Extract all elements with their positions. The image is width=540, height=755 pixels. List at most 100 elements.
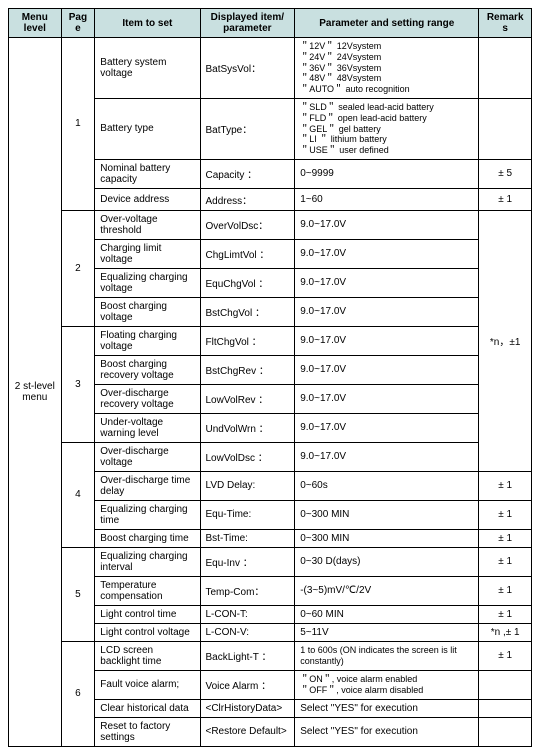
disp-cell: EquChgVol ： <box>200 268 295 297</box>
param-cell: 0~300 MIN <box>295 500 479 529</box>
param-cell: 9.0~17.0V <box>295 210 479 239</box>
rem-cell: ± 1 <box>479 576 532 605</box>
rem-cell: ± 1 <box>479 500 532 529</box>
disp-cell: Capacity ： <box>200 159 295 188</box>
item-cell: Reset to factory settings <box>95 717 200 746</box>
rem-cell <box>479 699 532 717</box>
disp-cell: <Restore Default> <box>200 717 295 746</box>
param-cell: 1 to 600s (ON indicates the screen is li… <box>295 641 479 670</box>
item-cell: Battery system voltage <box>95 38 200 99</box>
param-cell: 9.0~17.0V <box>295 297 479 326</box>
item-cell: Light control voltage <box>95 623 200 641</box>
disp-cell: UndVolWrn ： <box>200 413 295 442</box>
hdr-menu: Menu level <box>9 9 62 38</box>
item-cell: Equalizing charging voltage <box>95 268 200 297</box>
rem-cell: ± 1 <box>479 188 532 210</box>
rem-cell: ± 1 <box>479 547 532 576</box>
header-row: Menu level Page Item to set Displayed it… <box>9 9 532 38</box>
disp-cell: BstChgVol ： <box>200 297 295 326</box>
item-cell: Charging limit voltage <box>95 239 200 268</box>
disp-cell: BatSysVol： <box>200 38 295 99</box>
rem-cell <box>479 670 532 699</box>
page-cell: 1 <box>61 38 95 211</box>
item-cell: Boost charging recovery voltage <box>95 355 200 384</box>
param-cell: 5~11V <box>295 623 479 641</box>
param-cell: -(3~5)mV/℃/2V <box>295 576 479 605</box>
param-cell: 0~60 MIN <box>295 605 479 623</box>
param-cell: 0~30 D(days) <box>295 547 479 576</box>
item-cell: Boost charging time <box>95 529 200 547</box>
item-cell: Over-discharge recovery voltage <box>95 384 200 413</box>
hdr-page: Page <box>61 9 95 38</box>
item-cell: Over-discharge voltage <box>95 442 200 471</box>
disp-cell: LowVolRev ： <box>200 384 295 413</box>
rem-cell: ± 1 <box>479 605 532 623</box>
item-cell: Under-voltage warning level <box>95 413 200 442</box>
disp-cell: Bst-Time: <box>200 529 295 547</box>
param-cell: ＂12V＂ 12Vsystem＂24V＂ 24Vsystem＂36V＂ 36Vs… <box>295 38 479 99</box>
disp-cell: L-CON-T: <box>200 605 295 623</box>
item-cell: Equalizing charging time <box>95 500 200 529</box>
page-cell: 4 <box>61 442 95 547</box>
disp-cell: <ClrHistoryData> <box>200 699 295 717</box>
disp-cell: BstChgRev ： <box>200 355 295 384</box>
param-cell: 9.0~17.0V <box>295 384 479 413</box>
rem-cell: *n ,± 1 <box>479 623 532 641</box>
param-cell: Select "YES" for execution <box>295 699 479 717</box>
param-cell: Select "YES" for execution <box>295 717 479 746</box>
disp-cell: OverVolDsc： <box>200 210 295 239</box>
param-cell: ＂SLD＂ sealed lead-acid battery＂FLD＂ open… <box>295 98 479 159</box>
page-cell: 3 <box>61 326 95 442</box>
disp-cell: BackLight-T ： <box>200 641 295 670</box>
disp-cell: Temp-Com： <box>200 576 295 605</box>
hdr-item: Item to set <box>95 9 200 38</box>
rem-cell: ± 1 <box>479 641 532 670</box>
item-cell: Fault voice alarm; <box>95 670 200 699</box>
param-cell: 0~300 MIN <box>295 529 479 547</box>
rem-cell: ± 1 <box>479 529 532 547</box>
item-cell: LCD screen backlight time <box>95 641 200 670</box>
table-row: 2 st-level menu 1 Battery system voltage… <box>9 38 532 99</box>
rem-cell-group: *n，±1 <box>479 210 532 471</box>
disp-cell: L-CON-V: <box>200 623 295 641</box>
param-cell: 1~60 <box>295 188 479 210</box>
item-cell: Over-discharge time delay <box>95 471 200 500</box>
param-cell: 0~9999 <box>295 159 479 188</box>
item-cell: Battery type <box>95 98 200 159</box>
item-cell: Temperature compensation <box>95 576 200 605</box>
rem-cell: ± 5 <box>479 159 532 188</box>
rem-cell <box>479 717 532 746</box>
menu-level-cell: 2 st-level menu <box>9 38 62 747</box>
page-cell: 5 <box>61 547 95 641</box>
table-row: 4 Over-discharge voltage LowVolDsc ： 9.0… <box>9 442 532 471</box>
disp-cell: Voice Alarm ： <box>200 670 295 699</box>
param-cell: 9.0~17.0V <box>295 413 479 442</box>
hdr-disp: Displayed item/ parameter <box>200 9 295 38</box>
item-cell: Device address <box>95 188 200 210</box>
param-cell: 9.0~17.0V <box>295 326 479 355</box>
param-cell: 9.0~17.0V <box>295 355 479 384</box>
param-cell: 0~60s <box>295 471 479 500</box>
param-cell: 9.0~17.0V <box>295 239 479 268</box>
item-cell: Clear historical data <box>95 699 200 717</box>
disp-cell: LowVolDsc ： <box>200 442 295 471</box>
disp-cell: Equ-Inv ： <box>200 547 295 576</box>
item-cell: Boost charging voltage <box>95 297 200 326</box>
disp-cell: Equ-Time: <box>200 500 295 529</box>
page-cell: 2 <box>61 210 95 326</box>
item-cell: Light control time <box>95 605 200 623</box>
settings-table: Menu level Page Item to set Displayed it… <box>8 8 532 747</box>
table-row: 6 LCD screen backlight time BackLight-T … <box>9 641 532 670</box>
disp-cell: LVD Delay: <box>200 471 295 500</box>
rem-cell <box>479 98 532 159</box>
rem-cell <box>479 38 532 99</box>
item-cell: Nominal battery capacity <box>95 159 200 188</box>
item-cell: Over-voltage threshold <box>95 210 200 239</box>
param-cell: 9.0~17.0V <box>295 442 479 471</box>
item-cell: Equalizing charging interval <box>95 547 200 576</box>
disp-cell: FltChgVol ： <box>200 326 295 355</box>
param-cell: 9.0~17.0V <box>295 268 479 297</box>
hdr-param: Parameter and setting range <box>295 9 479 38</box>
hdr-remarks: Remarks <box>479 9 532 38</box>
param-cell: ＂ON＂, voice alarm enabled＂OFF＂, voice al… <box>295 670 479 699</box>
